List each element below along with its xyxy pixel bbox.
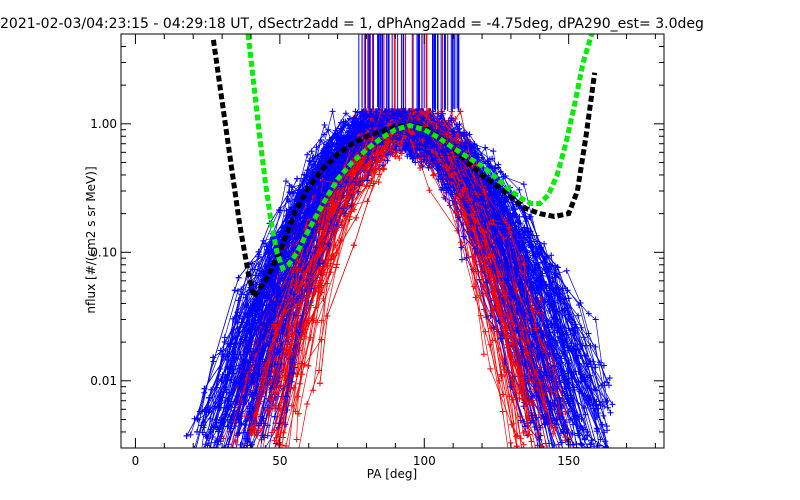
axes: PA [deg] nflux [#/(cm2 s sr MeV)] 0 50 100…: [84, 33, 665, 481]
y-tick-label: 1.00: [90, 117, 117, 131]
series-line: [275, 110, 533, 424]
x-tick-label: 100: [413, 454, 436, 468]
fit-curve: [245, 34, 595, 273]
series-markers: [305, 108, 555, 395]
series-markers: [236, 108, 588, 442]
series-markers: [236, 108, 607, 422]
y-tick-label: 0.10: [90, 245, 117, 259]
y-tick-label: 0.01: [90, 374, 117, 388]
clipped-marks: [183, 34, 616, 448]
y-axis-label: nflux [#/(cm2 s sr MeV)]: [84, 166, 98, 313]
x-tick-label: 150: [557, 454, 580, 468]
fit-curve: [210, 39, 598, 303]
series-markers: [276, 111, 566, 433]
x-axis-label: PA [deg]: [367, 467, 417, 481]
data-marks: [183, 34, 616, 448]
chart-title: 2021-02-03/04:23:15 - 04:29:18 UT, dSect…: [0, 16, 704, 32]
series-line: [240, 110, 540, 448]
series-line: [307, 110, 552, 392]
plot-frame: [120, 33, 665, 449]
x-tick-label: 0: [132, 454, 140, 468]
x-tick-label: 50: [272, 454, 287, 468]
series-line: [279, 113, 564, 430]
